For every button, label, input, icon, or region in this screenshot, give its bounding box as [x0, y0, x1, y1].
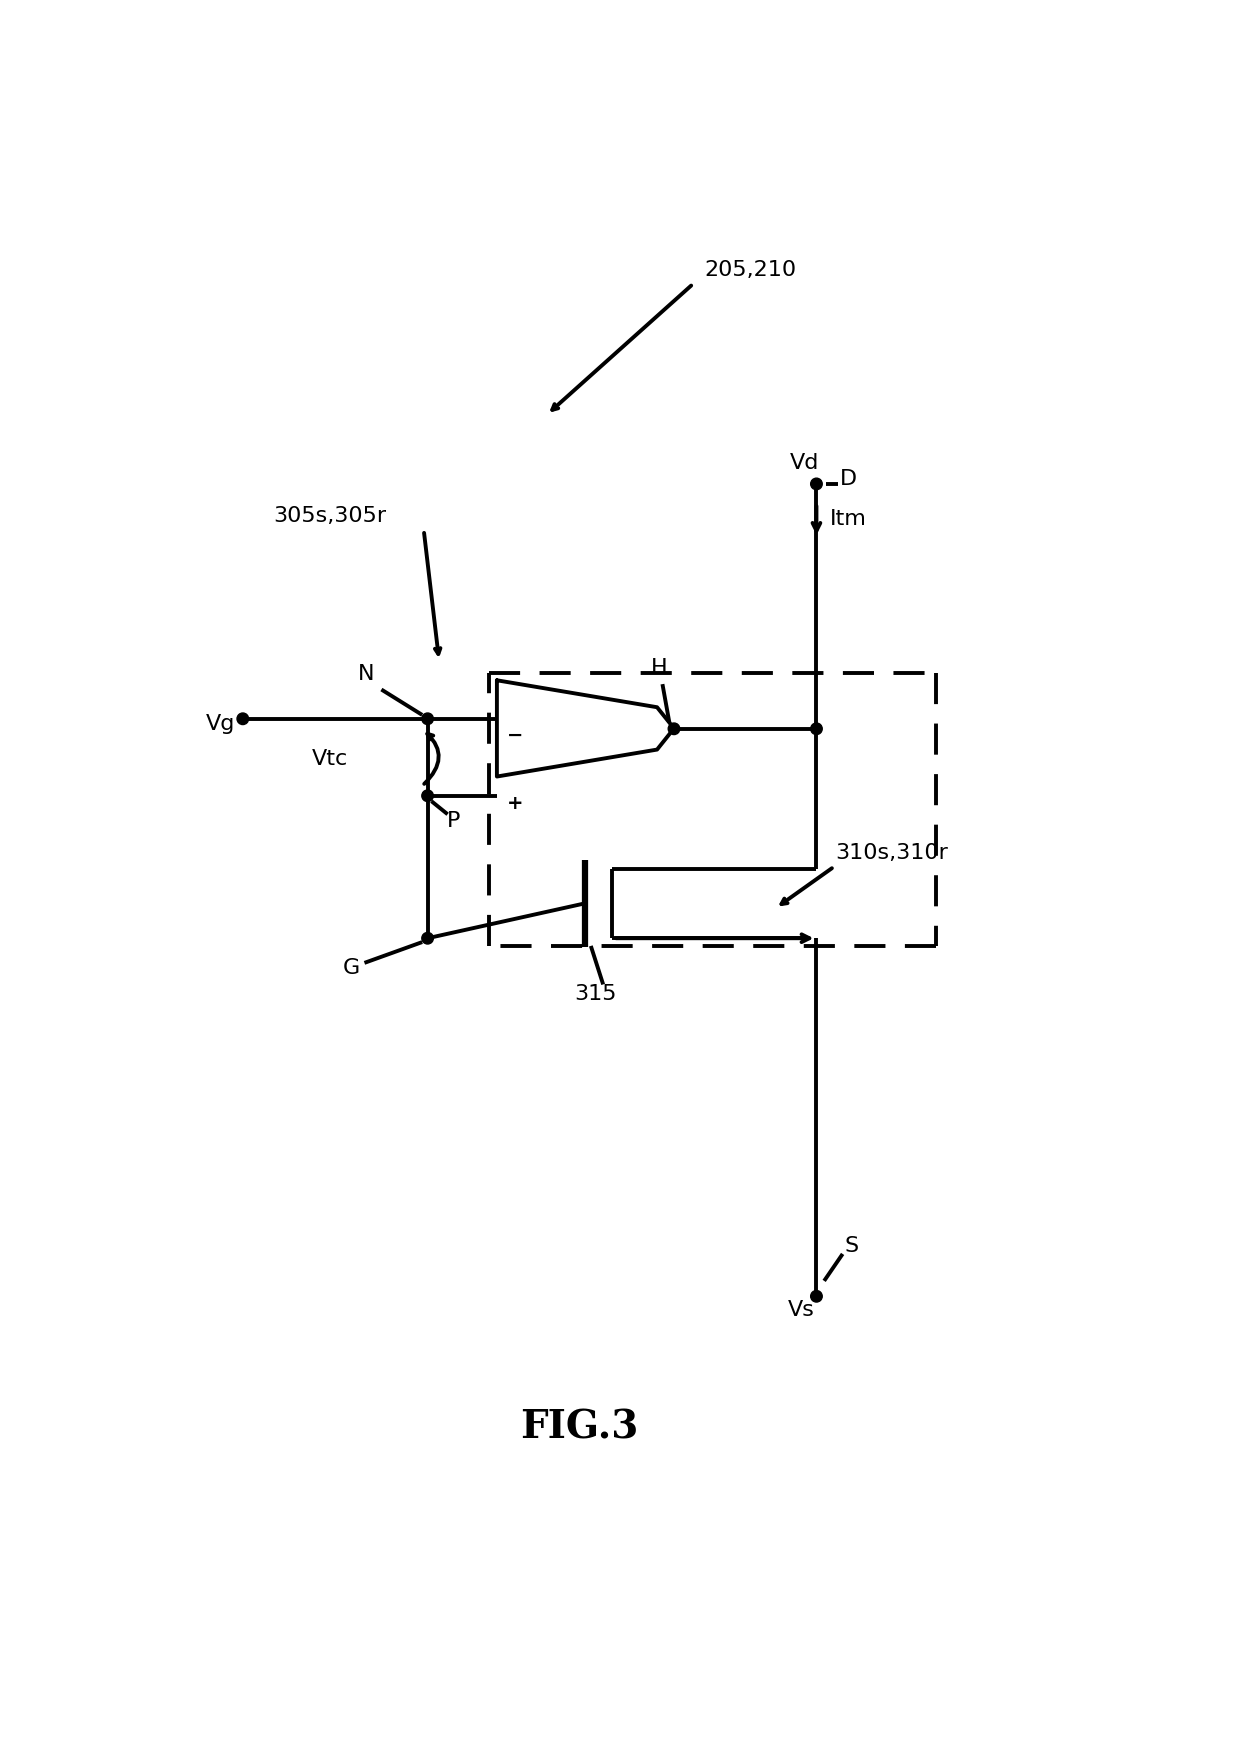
Text: Vg: Vg — [206, 714, 236, 735]
Circle shape — [668, 723, 680, 735]
Text: H: H — [651, 658, 667, 678]
Circle shape — [811, 1291, 822, 1301]
Text: S: S — [844, 1235, 859, 1256]
Text: +: + — [507, 794, 523, 814]
Circle shape — [422, 791, 433, 801]
Text: N: N — [358, 664, 374, 685]
Text: Vtc: Vtc — [312, 749, 348, 768]
Text: 205,210: 205,210 — [704, 260, 797, 280]
Text: Vs: Vs — [787, 1300, 815, 1319]
Circle shape — [237, 712, 248, 725]
Text: −: − — [507, 726, 523, 746]
Circle shape — [811, 723, 822, 735]
Text: Vd: Vd — [790, 453, 818, 472]
Text: FIG.3: FIG.3 — [520, 1408, 639, 1446]
Text: Itm: Itm — [830, 509, 867, 530]
Text: G: G — [343, 958, 360, 979]
Text: 310s,310r: 310s,310r — [836, 843, 949, 862]
Circle shape — [422, 712, 433, 725]
Text: 305s,305r: 305s,305r — [274, 507, 387, 526]
Text: D: D — [839, 470, 857, 490]
Circle shape — [811, 477, 822, 490]
Circle shape — [422, 932, 433, 944]
Text: 315: 315 — [574, 984, 616, 1003]
Text: P: P — [446, 810, 460, 831]
